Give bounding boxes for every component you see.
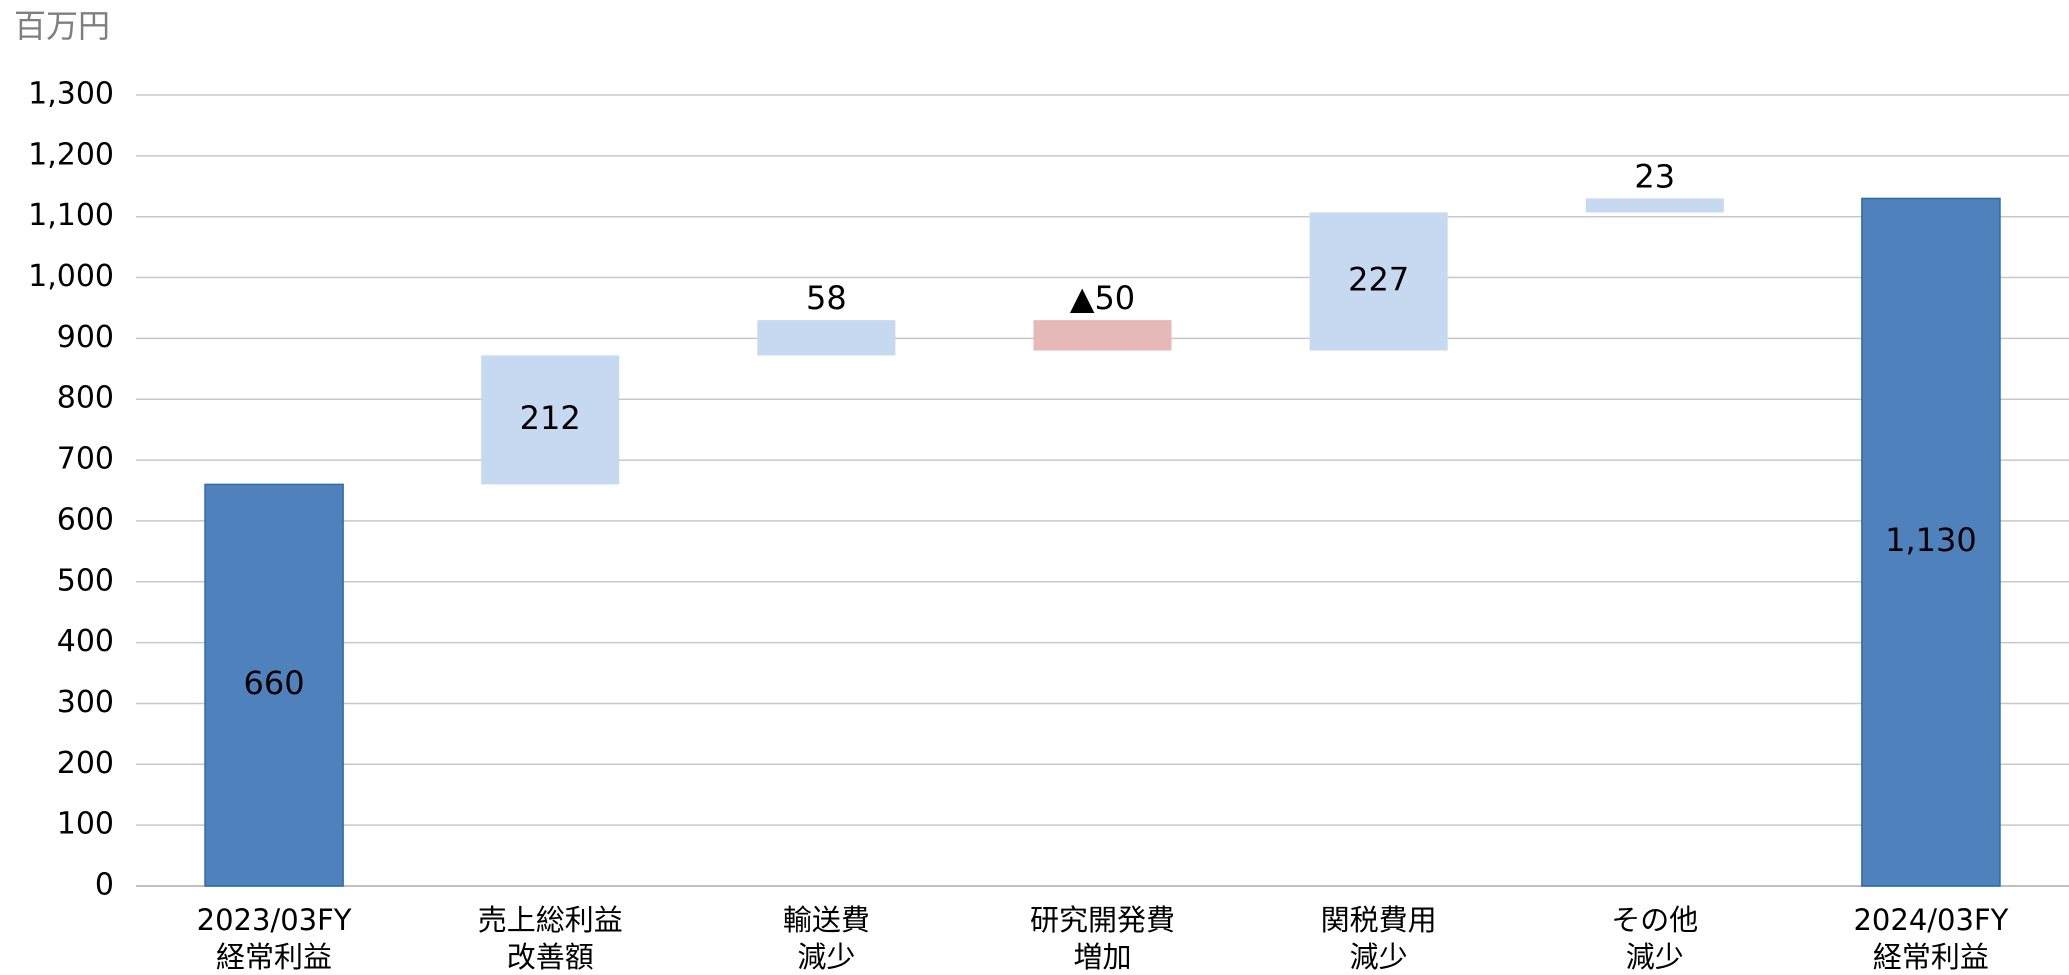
bar [1309,212,1448,351]
x-tick-label: 売上総利益 改善額 [477,903,623,974]
y-tick-label: 800 [57,381,114,416]
y-tick-label: 300 [57,685,114,720]
bar [757,320,896,356]
bar [1033,320,1172,351]
value-label: 1,130 [1885,521,1977,559]
bar [1585,198,1724,213]
y-tick-label: 1,200 [28,137,114,172]
value-label: 23 [1634,157,1675,195]
value-label: 227 [1348,260,1409,298]
y-tick-label: 900 [57,320,114,355]
y-tick-label: 1,300 [28,77,114,112]
y-tick-label: 500 [57,563,114,598]
y-tick-label: 400 [57,624,114,659]
bar [1861,197,2001,887]
x-tick-label: 2024/03FY 経常利益 [1853,903,2009,974]
value-label: ▲50 [1070,279,1135,317]
value-label: 58 [806,279,847,317]
y-tick-label: 100 [57,807,114,842]
x-tick-label: 輸送費 減少 [782,903,870,974]
y-tick-label: 1,100 [28,198,114,233]
x-tick-label: 2023/03FY 経常利益 [196,903,352,974]
y-tick-label: 1,000 [28,259,114,294]
y-tick-label: 200 [57,746,114,781]
x-tick-label: 関税費用 減少 [1320,903,1437,974]
x-tick-label: その他 減少 [1611,903,1699,974]
bar [481,355,620,485]
value-label: 212 [520,399,581,437]
value-label: 660 [244,664,305,702]
y-tick-label: 600 [57,502,114,537]
x-tick-label: 研究開発費 増加 [1029,903,1175,974]
y-tick-label: 700 [57,442,114,477]
bar [204,483,344,887]
y-tick-label: 0 [95,868,114,903]
y-axis-label: 百万円 [14,7,110,45]
